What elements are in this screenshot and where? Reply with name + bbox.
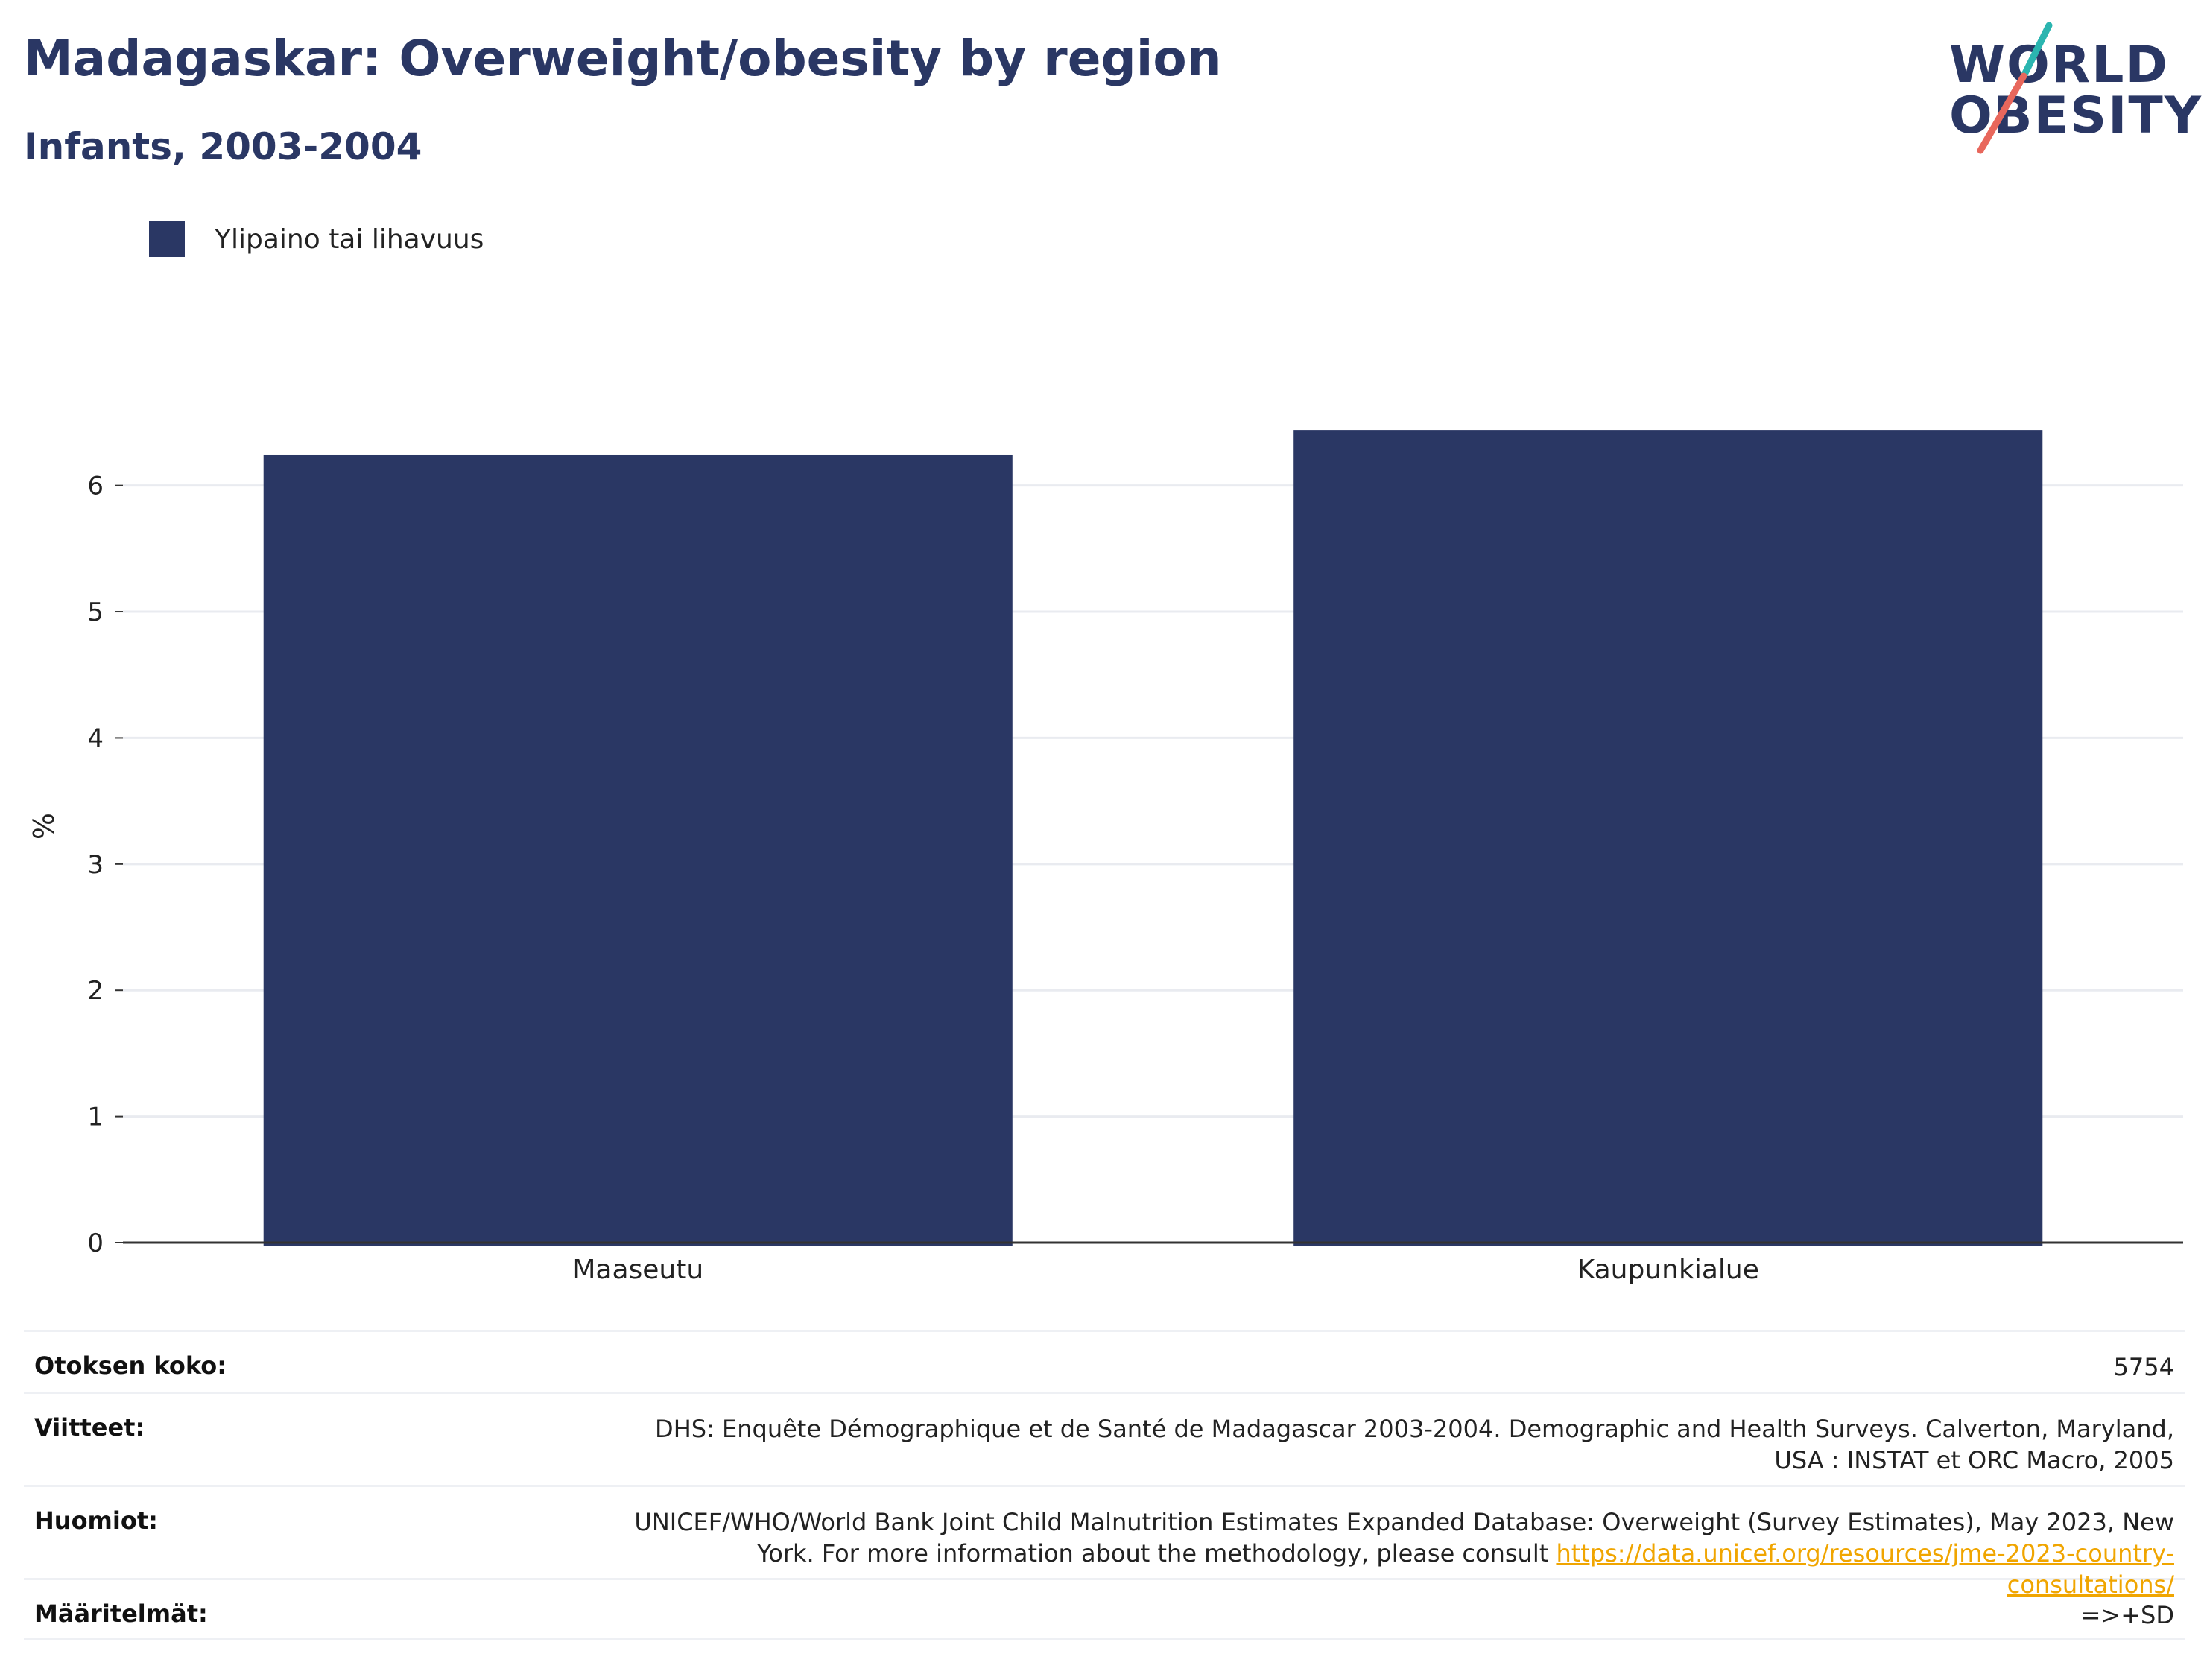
methodology-link[interactable]: https://data.unicef.org/resources/jme-20… <box>1556 1539 2174 1599</box>
chart-legend[interactable]: Ylipaino tai lihavuus <box>149 221 484 257</box>
info-table: Otoksen koko: 5754 Viitteet: DHS: Enquêt… <box>24 1330 2185 1640</box>
y-axis-label: % <box>28 813 60 840</box>
info-row-references: Viitteet: DHS: Enquête Démographique et … <box>24 1392 2185 1485</box>
info-label: Määritelmät: <box>34 1600 208 1628</box>
chart-subtitle: Infants, 2003-2004 <box>24 125 422 168</box>
info-value: 5754 <box>2113 1353 2174 1381</box>
y-tick-label: 3 <box>87 850 104 880</box>
info-value: UNICEF/WHO/World Bank Joint Child Malnut… <box>609 1506 2185 1600</box>
world-obesity-logo: WORLD OBESITY <box>1946 22 2201 156</box>
bar-chart: 0 1 2 3 4 5 6% Maaseutu Kaupunkialue <box>28 430 2183 1285</box>
logo-text-world: WORLD <box>1949 36 2169 95</box>
y-tick-label: 6 <box>87 472 104 501</box>
bar <box>263 454 1013 1246</box>
x-tick-label: Maaseutu <box>572 1255 703 1285</box>
y-tick-label: 4 <box>87 723 104 753</box>
info-value: =>+SD <box>2080 1601 2174 1629</box>
info-row-notes: Huomiot: UNICEF/WHO/World Bank Joint Chi… <box>24 1485 2185 1599</box>
y-tick-label: 0 <box>87 1229 104 1258</box>
legend-swatch <box>149 221 185 257</box>
y-tick-label: 1 <box>87 1103 104 1132</box>
chart-title: Madagaskar: Overweight/obesity by region <box>24 30 1222 87</box>
info-label: Viitteet: <box>34 1413 145 1442</box>
info-value: DHS: Enquête Démographique et de Santé d… <box>655 1415 2174 1474</box>
y-tick-label: 5 <box>87 597 104 627</box>
info-row-sample-size: Otoksen koko: 5754 <box>24 1330 2185 1392</box>
x-tick-label: Kaupunkialue <box>1577 1255 1759 1285</box>
y-tick-label: 2 <box>87 976 104 1006</box>
info-label: Otoksen koko: <box>34 1351 227 1380</box>
info-row-definitions: Määritelmät: =>+SD <box>24 1578 2185 1640</box>
legend-label: Ylipaino tai lihavuus <box>215 224 484 255</box>
info-label: Huomiot: <box>34 1506 158 1535</box>
logo-slash-icon <box>1977 22 2053 154</box>
notes-text: UNICEF/WHO/World Bank Joint Child Malnut… <box>634 1508 2174 1568</box>
bar <box>1293 430 2043 1246</box>
